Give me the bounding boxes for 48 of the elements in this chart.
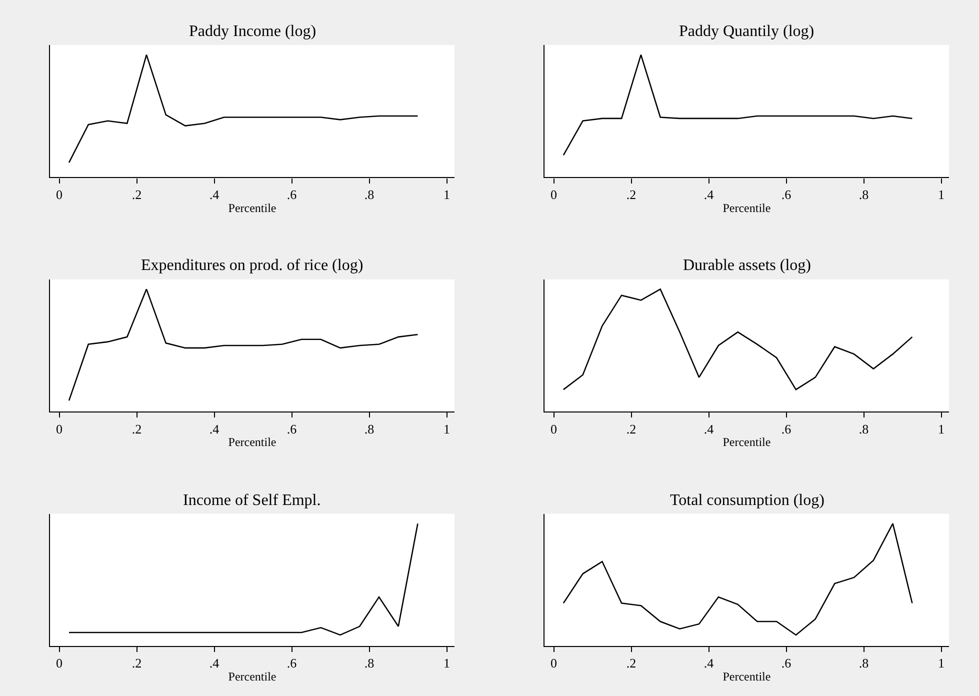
x-tick-label: .8 bbox=[364, 656, 374, 671]
x-axis-title: Percentile bbox=[722, 200, 771, 215]
x-axis-title: Percentile bbox=[228, 200, 276, 215]
x-tick-label: .4 bbox=[704, 656, 714, 671]
chart-title: Income of Self Empl. bbox=[183, 492, 321, 509]
x-tick-label: .2 bbox=[626, 656, 636, 671]
x-tick-label: 1 bbox=[444, 186, 450, 202]
x-tick-label: .2 bbox=[132, 656, 142, 671]
x-tick-label: .8 bbox=[364, 186, 374, 202]
chart-title: Expenditures on prod. of rice (log) bbox=[141, 257, 364, 274]
x-tick-label: 0 bbox=[56, 656, 63, 671]
x-tick-label: 0 bbox=[550, 656, 557, 671]
x-tick-label: 1 bbox=[938, 421, 944, 436]
x-tick-label: .6 bbox=[286, 656, 298, 671]
chart-title: Durable assets (log) bbox=[683, 257, 811, 274]
x-tick-label: .8 bbox=[858, 421, 869, 436]
x-tick-label: 1 bbox=[444, 656, 450, 671]
x-tick-label: .6 bbox=[286, 186, 298, 202]
x-tick-label: .4 bbox=[209, 186, 220, 202]
x-axis-title: Percentile bbox=[722, 435, 771, 450]
x-axis-title: Percentile bbox=[228, 435, 276, 450]
x-tick-label: .2 bbox=[626, 421, 636, 436]
x-tick-label: .6 bbox=[781, 656, 792, 671]
x-tick-label: .8 bbox=[364, 421, 374, 436]
x-tick-label: .6 bbox=[286, 421, 298, 436]
x-tick-label: 0 bbox=[56, 186, 63, 202]
x-tick-label: .4 bbox=[704, 186, 714, 202]
x-tick-label: 0 bbox=[550, 421, 557, 436]
x-tick-label: .2 bbox=[626, 186, 636, 202]
x-tick-label: .2 bbox=[132, 186, 142, 202]
x-tick-label: .6 bbox=[781, 421, 792, 436]
x-tick-label: .8 bbox=[858, 656, 869, 671]
x-tick-label: 1 bbox=[938, 186, 944, 202]
x-tick-label: .4 bbox=[704, 421, 714, 436]
chart-title: Total consumption (log) bbox=[670, 492, 824, 509]
x-tick-label: 0 bbox=[550, 186, 557, 202]
x-tick-label: .6 bbox=[781, 186, 792, 202]
x-tick-label: 0 bbox=[56, 421, 63, 436]
x-axis-title: Percentile bbox=[722, 670, 771, 684]
x-tick-label: 1 bbox=[938, 656, 944, 671]
x-axis-title: Percentile bbox=[228, 670, 276, 684]
x-tick-label: .4 bbox=[209, 421, 220, 436]
x-tick-label: .4 bbox=[209, 656, 220, 671]
x-tick-label: 1 bbox=[444, 421, 450, 436]
chart-title: Paddy Quantily (log) bbox=[679, 23, 814, 40]
x-tick-label: .2 bbox=[132, 421, 142, 436]
x-tick-label: .8 bbox=[858, 186, 869, 202]
chart-title: Paddy Income (log) bbox=[189, 23, 316, 40]
